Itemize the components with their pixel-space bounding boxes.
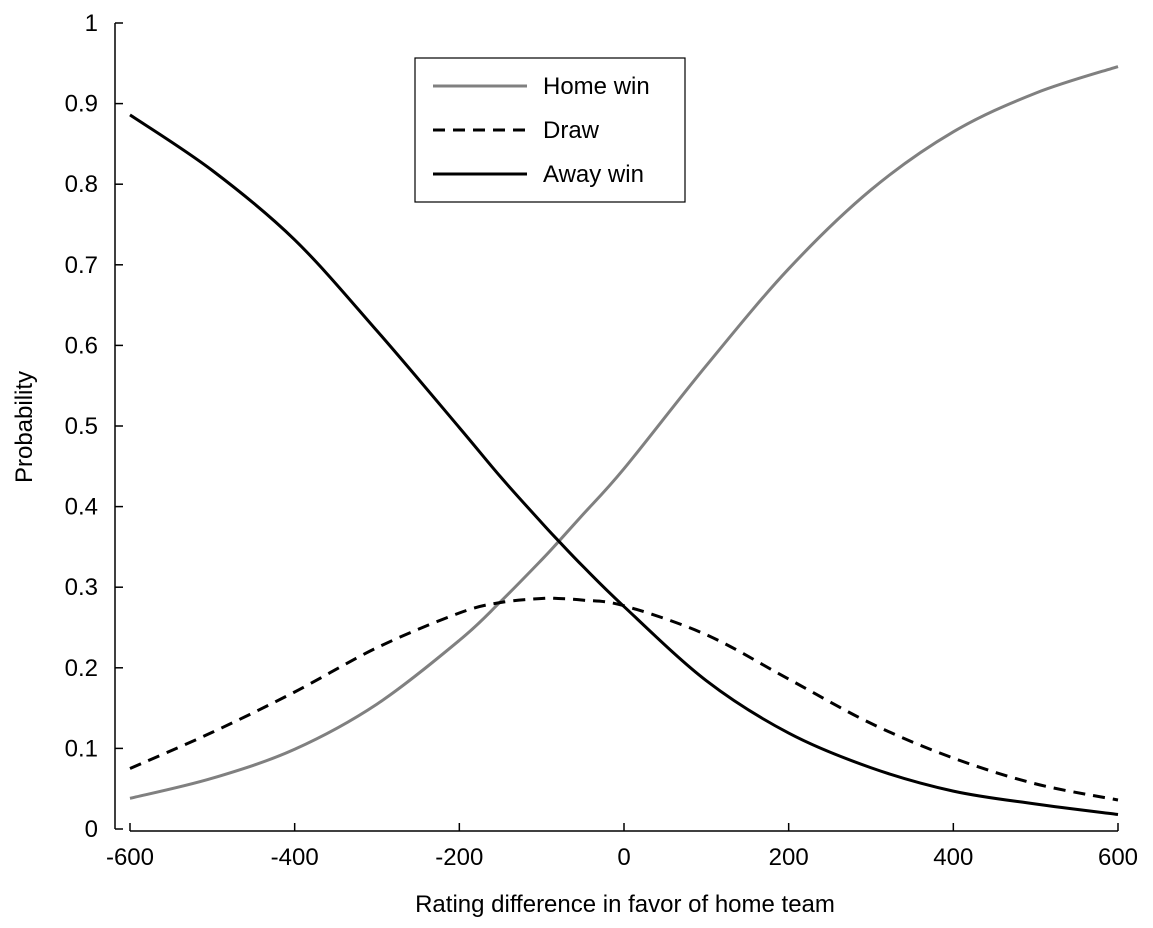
- y-tick-label: 0.7: [65, 252, 98, 279]
- series-line-draw: [129, 596, 1119, 802]
- x-axis-title: Rating difference in favor of home team: [415, 891, 835, 918]
- series-line-away-win: [129, 113, 1119, 816]
- y-axis-ticks: 0 0.1 0.2 0.3 0.4 0.5 0.6 0.7 0.8 0.9 1: [65, 10, 123, 843]
- series-line-home-win: [129, 65, 1119, 800]
- legend-label-draw: Draw: [543, 117, 600, 144]
- legend-label-away-win: Away win: [543, 161, 644, 188]
- x-tick-label: -400: [271, 844, 319, 871]
- y-tick-label: 1: [85, 10, 98, 37]
- x-tick-label: 200: [769, 844, 809, 871]
- y-tick-label: 0.8: [65, 171, 98, 198]
- x-tick-label: 400: [933, 844, 973, 871]
- y-axis-title: Probability: [11, 371, 38, 483]
- y-tick-label: 0: [85, 816, 98, 843]
- series-layer: [129, 65, 1119, 816]
- x-tick-label: 0: [617, 844, 630, 871]
- x-tick-label: 600: [1098, 844, 1138, 871]
- y-tick-label: 0.4: [65, 494, 98, 521]
- y-tick-label: 0.2: [65, 655, 98, 682]
- y-tick-label: 0.1: [65, 735, 98, 762]
- y-tick-label: 0.9: [65, 91, 98, 118]
- legend-label-home-win: Home win: [543, 73, 650, 100]
- x-axis-ticks: -600 -400 -200 0 200 400 600: [106, 823, 1138, 871]
- y-tick-label: 0.5: [65, 413, 98, 440]
- y-tick-label: 0.6: [65, 332, 98, 359]
- x-tick-label: -600: [106, 844, 154, 871]
- y-tick-label: 0.3: [65, 574, 98, 601]
- x-tick-label: -200: [435, 844, 483, 871]
- legend: Home win Draw Away win: [414, 57, 686, 203]
